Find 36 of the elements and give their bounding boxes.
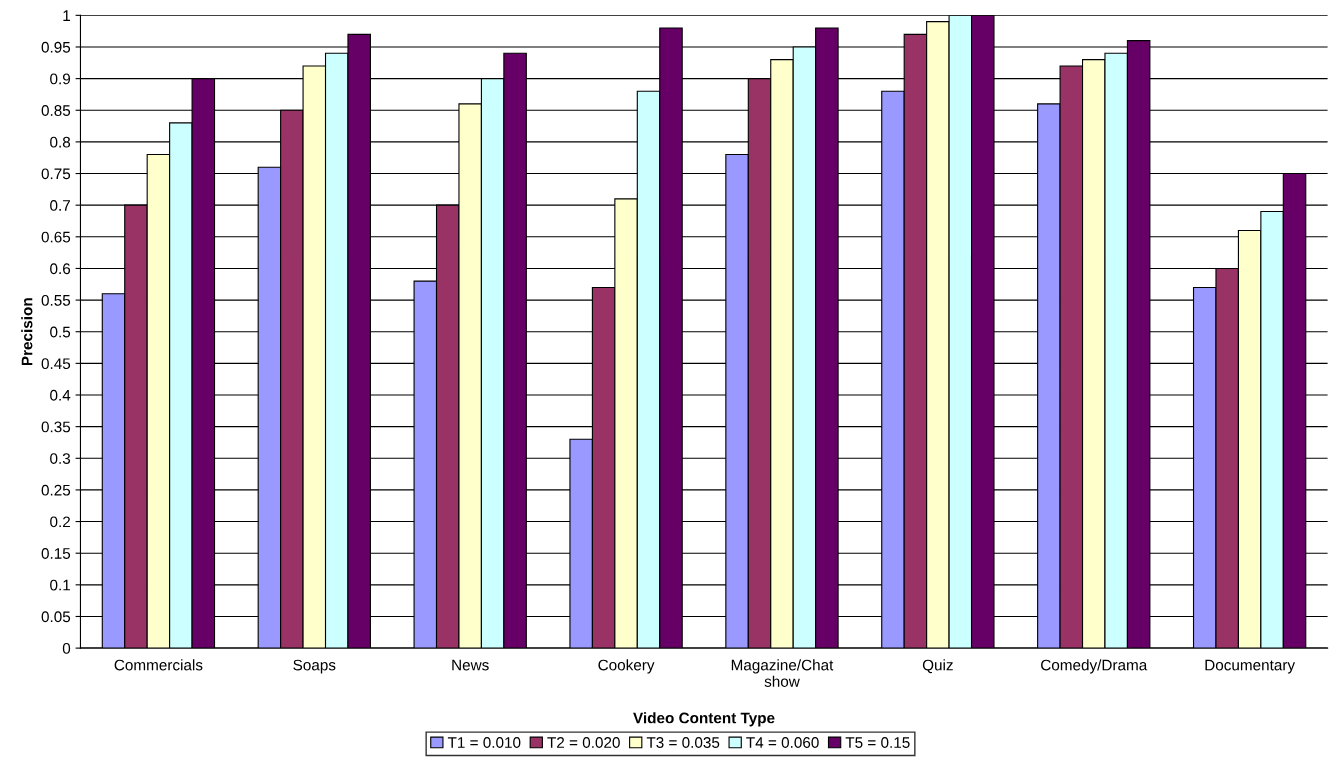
y-tick-label: 0.9 — [50, 73, 71, 85]
y-tick-label: 0.05 — [41, 611, 71, 623]
legend-label: T4 = 0.060 — [746, 737, 819, 748]
y-tick-label: 0.7 — [50, 200, 70, 211]
y-tick-label: 1 — [63, 10, 70, 21]
y-tick-label: 0.35 — [41, 421, 71, 433]
y-tick-label: 0.4 — [50, 389, 71, 401]
x-tick-label: News — [452, 659, 489, 671]
x-tick-label: Cookery — [598, 659, 655, 674]
x-tick-label: Commercials — [114, 659, 203, 671]
x-axis-title: Video Content Type — [633, 712, 775, 727]
legend-label: T5 = 0.15 — [845, 737, 910, 748]
x-tick-label: Magazine/Chat show — [731, 659, 834, 687]
legend-label: T1 = 0.010 — [447, 737, 521, 748]
y-tick-label: 0.65 — [41, 231, 71, 243]
y-tick-label: 0.85 — [41, 105, 71, 116]
y-tick-label: 0.55 — [41, 294, 71, 306]
y-tick-label: 0.6 — [50, 263, 71, 275]
y-tick-label: 0.8 — [50, 136, 71, 148]
y-tick-label: 0.1 — [50, 579, 70, 591]
y-tick-label: 0.2 — [50, 516, 70, 528]
y-tick-label: 0.25 — [41, 484, 71, 496]
y-tick-label: 0.95 — [41, 41, 71, 53]
x-tick-label: Soaps — [293, 659, 336, 674]
x-tick-label: Documentary — [1205, 659, 1296, 674]
y-axis-title: Precision — [21, 298, 33, 366]
y-tick-label: 0 — [62, 642, 71, 654]
x-tick-label: Comedy/Drama — [1041, 659, 1148, 674]
y-tick-label: 0.75 — [41, 168, 71, 180]
x-tick-label: Quiz — [922, 659, 953, 674]
y-tick-label: 0.15 — [41, 548, 71, 559]
y-tick-label: 0.5 — [50, 326, 71, 338]
y-tick-label: 0.45 — [41, 358, 71, 370]
legend-label: T3 = 0.035 — [646, 737, 720, 748]
legend-label: T2 = 0.020 — [547, 737, 620, 748]
y-tick-label: 0.3 — [50, 453, 71, 464]
